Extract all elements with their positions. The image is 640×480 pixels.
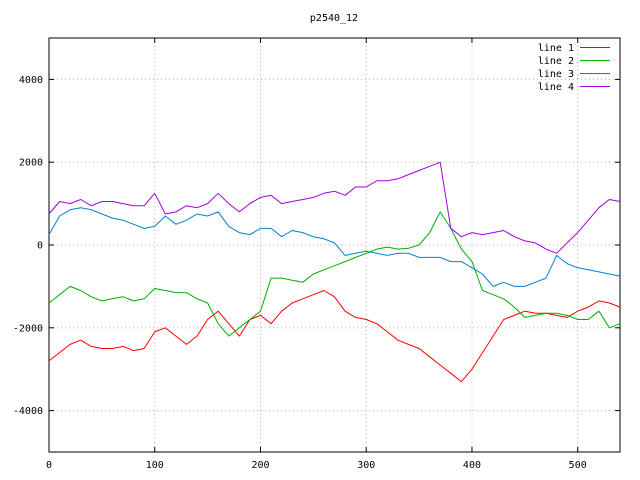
- axis-ticks: 0 100 200 300 400 500 -4000 -2000 0 2000 4000: [13, 38, 620, 471]
- y-tick-label: 4000: [19, 75, 43, 86]
- legend: line 1 line 2 line 3 line 4: [538, 43, 610, 93]
- series-line-1: [48, 290, 621, 383]
- y-tick-label: -4000: [13, 406, 43, 417]
- chart-title: p2540_12: [310, 13, 358, 24]
- y-tick-label: 0: [37, 241, 43, 252]
- x-tick-label: 200: [251, 460, 269, 471]
- series-line-4: [48, 161, 621, 254]
- legend-label-1: line 1: [538, 43, 574, 54]
- series-line-3: [48, 207, 621, 287]
- x-tick-label: 400: [463, 460, 481, 471]
- x-tick-label: 100: [146, 460, 164, 471]
- x-tick-label: 300: [357, 460, 375, 471]
- y-tick-label: -2000: [13, 323, 43, 334]
- y-tick-label: 2000: [19, 158, 43, 169]
- x-tick-label: 500: [569, 460, 587, 471]
- grid-lines: [49, 38, 620, 452]
- legend-label-3: line 3: [538, 69, 574, 80]
- plot-frame: [48, 37, 621, 453]
- series-line-2: [48, 211, 621, 337]
- x-tick-label: 0: [46, 460, 52, 471]
- series-group: [48, 161, 621, 383]
- legend-label-4: line 4: [538, 82, 574, 93]
- legend-label-2: line 2: [538, 56, 574, 67]
